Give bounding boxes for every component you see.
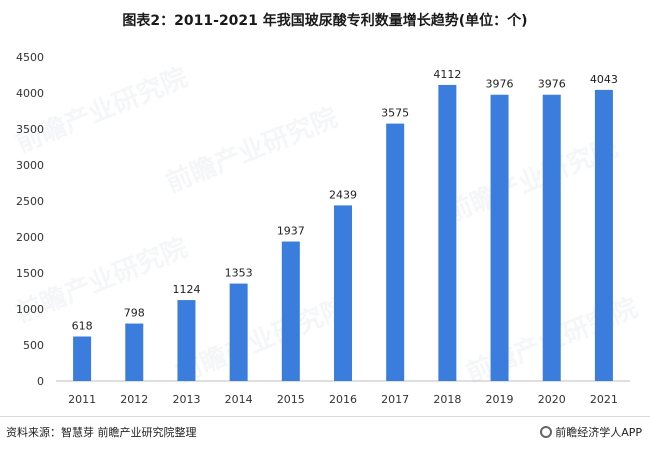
brand-logo-icon [540,426,553,438]
y-tick-label: 1500 [16,267,44,280]
x-tick-label: 2015 [277,393,305,406]
y-tick-label: 1000 [16,303,44,316]
bar [73,336,92,381]
x-tick-label: 2014 [225,393,253,406]
footer: 资料来源：智慧芽 前瞻产业研究院整理 前瞻经济学人APP [0,416,650,449]
bar [542,94,561,381]
y-tick-label: 2000 [16,231,44,244]
y-tick-label: 2500 [16,195,44,208]
data-label: 3976 [538,78,566,91]
bar [125,323,144,381]
y-tick-label: 4500 [16,51,44,64]
y-tick-label: 0 [37,375,44,388]
data-label: 3976 [486,78,514,91]
bar [281,241,300,381]
x-tick-label: 2017 [381,393,409,406]
x-tick-label: 2018 [433,393,461,406]
x-tick-label: 2019 [486,393,514,406]
data-label: 618 [72,320,93,333]
data-label: 4112 [433,68,461,81]
y-tick-label: 4000 [16,87,44,100]
bar [594,89,613,382]
x-tick-label: 2011 [68,393,96,406]
x-tick-label: 2012 [120,393,148,406]
chart-title: 图表2：2011-2021 年我国玻尿酸专利数量增长趋势(单位：个) [122,13,528,29]
x-tick-label: 2021 [590,393,618,406]
x-tick-label: 2016 [329,393,357,406]
y-tick-label: 500 [23,339,44,352]
brand: 前瞻经济学人APP [540,424,642,440]
data-label: 798 [124,307,145,320]
bar [334,205,352,381]
data-label: 2439 [329,188,357,201]
bar [177,300,196,381]
x-tick-label: 2013 [172,393,200,406]
bar [438,84,457,381]
data-label: 1124 [172,283,200,296]
data-label: 4043 [590,73,618,86]
brand-label: 前瞻经济学人APP [555,426,642,439]
y-tick-label: 3500 [16,123,44,136]
y-tick-label: 3000 [16,159,44,172]
data-label: 1937 [277,225,305,238]
bar [386,123,405,381]
x-tick-label: 2020 [538,393,566,406]
bar [490,94,509,381]
bar [229,283,248,381]
bar-chart: 0 500 1000 1500 2000 2500 3000 3500 4000 4500 618 2… [16,51,630,406]
source-note: 资料来源：智慧芽 前瞻产业研究院整理 [6,426,197,439]
data-label: 3575 [381,107,409,120]
data-label: 1353 [225,267,253,280]
